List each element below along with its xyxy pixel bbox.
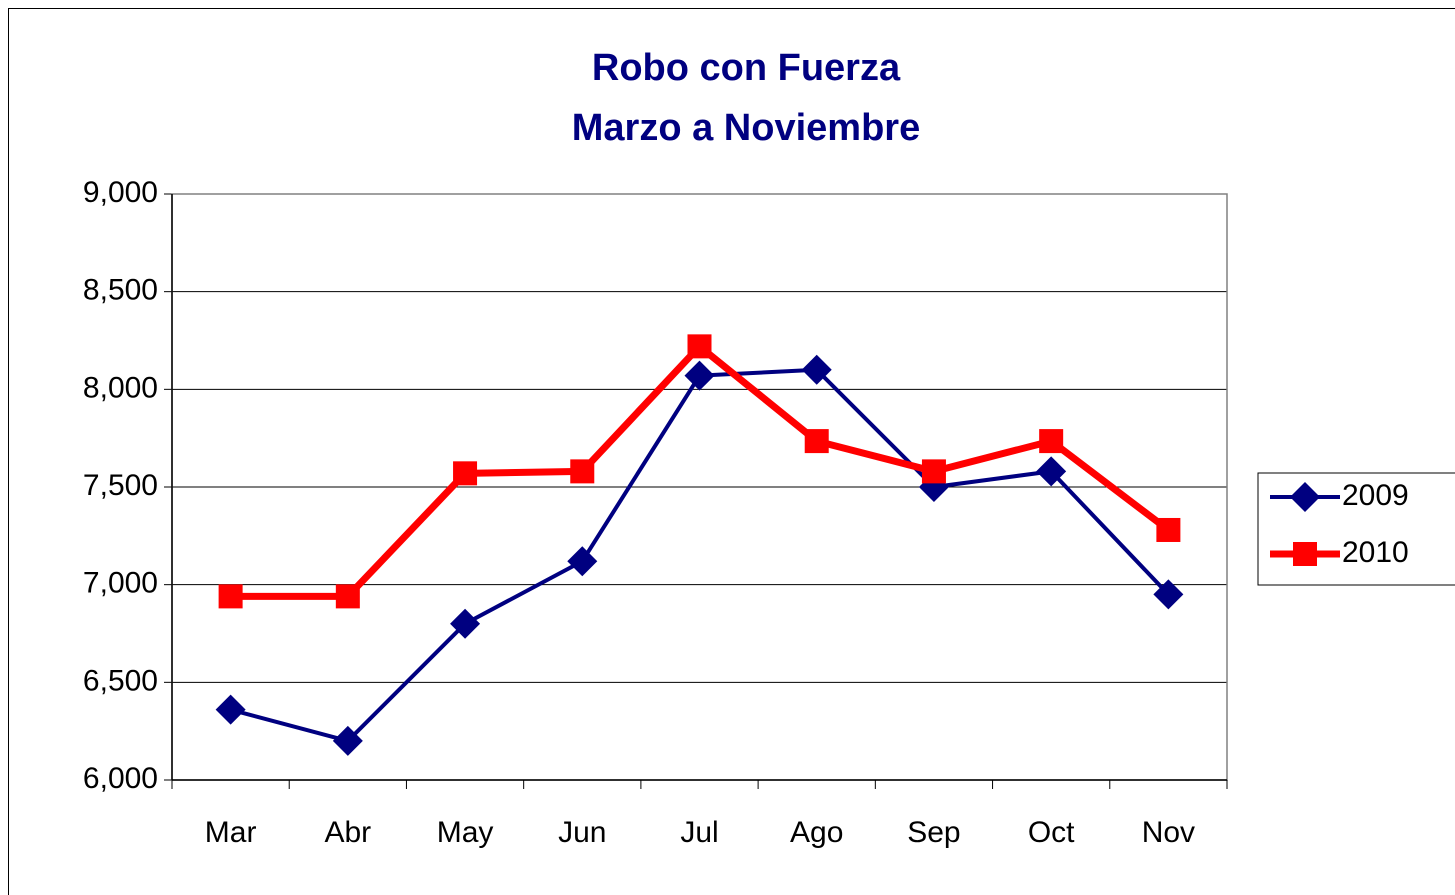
x-tick-label: Mar xyxy=(205,816,257,849)
marker xyxy=(804,429,829,454)
marker xyxy=(1153,579,1184,610)
marker xyxy=(215,694,246,725)
marker xyxy=(450,608,481,639)
legend-box xyxy=(1257,472,1455,586)
legend-label: 2010 xyxy=(1342,536,1409,569)
y-tick-label: 7,500 xyxy=(83,469,158,502)
marker xyxy=(332,725,363,756)
y-tick-label: 7,000 xyxy=(83,567,158,600)
x-tick-label: Oct xyxy=(1028,816,1075,849)
x-tick-label: Abr xyxy=(324,816,371,849)
marker xyxy=(1036,456,1067,487)
x-tick-label: Jul xyxy=(680,816,718,849)
marker xyxy=(801,354,832,385)
marker xyxy=(567,546,598,577)
marker xyxy=(218,584,243,609)
marker xyxy=(921,459,946,484)
legend-marker xyxy=(1293,542,1317,566)
marker xyxy=(335,584,360,609)
y-tick-label: 8,000 xyxy=(83,371,158,404)
chart-title: Marzo a Noviembre xyxy=(572,107,920,149)
legend-marker xyxy=(1290,482,1320,512)
x-tick-label: Jun xyxy=(558,816,606,849)
chart-title: Robo con Fuerza xyxy=(592,47,901,89)
x-tick-label: Nov xyxy=(1142,816,1195,849)
chart-border xyxy=(8,8,1455,895)
marker xyxy=(570,459,595,484)
x-tick-label: May xyxy=(437,816,494,849)
marker xyxy=(687,334,712,359)
y-tick-label: 6,500 xyxy=(83,664,158,697)
x-tick-label: Ago xyxy=(790,816,843,849)
marker xyxy=(1039,429,1064,454)
marker xyxy=(684,360,715,391)
y-tick-label: 8,500 xyxy=(83,274,158,307)
y-tick-label: 6,000 xyxy=(83,762,158,795)
marker xyxy=(453,461,478,486)
y-tick-label: 9,000 xyxy=(83,176,158,209)
marker xyxy=(1156,517,1181,542)
x-tick-label: Sep xyxy=(907,816,960,849)
legend-label: 2009 xyxy=(1342,479,1409,512)
